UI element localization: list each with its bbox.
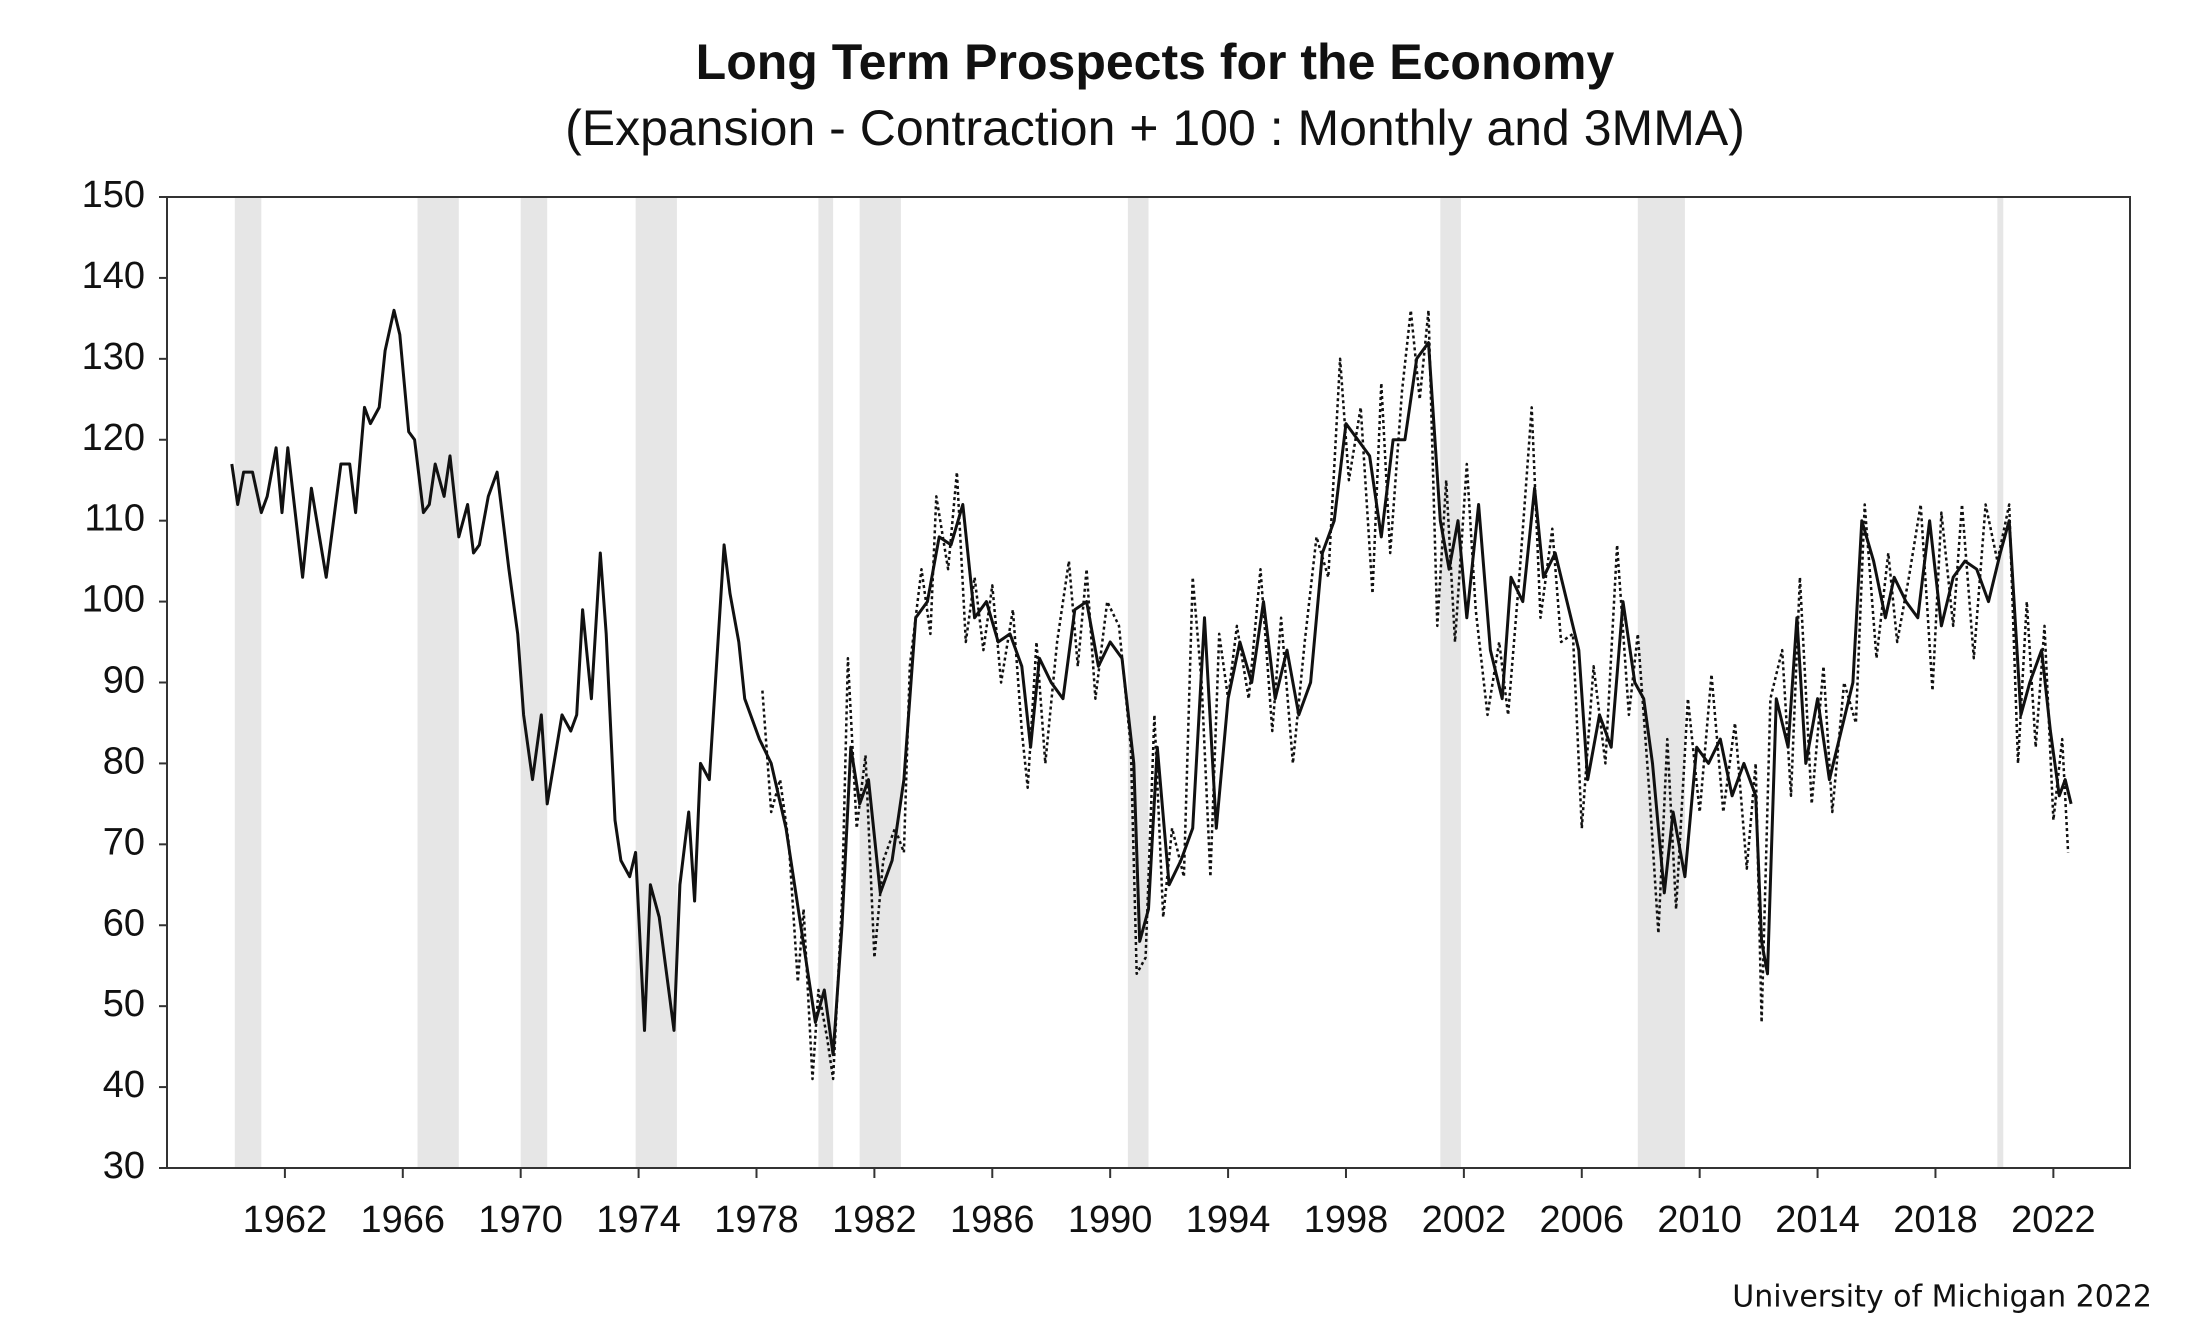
recession-band	[1127, 197, 1149, 1168]
y-tick-label: 70	[103, 821, 145, 863]
recession-band	[859, 197, 901, 1168]
x-tick-label: 1962	[243, 1199, 328, 1241]
x-tick-label: 1994	[1186, 1199, 1271, 1241]
source-note: University of Michigan 2022	[1732, 1280, 2152, 1315]
recession-band	[520, 197, 548, 1168]
recession-band	[1997, 197, 2004, 1168]
monthly-line	[761, 309, 2070, 1081]
y-tick-label: 120	[82, 417, 145, 459]
x-tick-label: 1990	[1068, 1199, 1153, 1241]
y-tick-label: 60	[103, 902, 145, 944]
y-tick-label: 30	[103, 1145, 145, 1187]
plot-layer: 30 40 50 60 70 80 90 100 110 120 130 140 150 1962 1966…	[82, 174, 2131, 1241]
y-tick-label: 110	[84, 498, 145, 540]
x-tick-label: 2018	[1893, 1199, 1978, 1241]
y-tick-label: 100	[82, 579, 145, 621]
y-tick-label: 150	[82, 174, 145, 216]
x-tick-label: 1974	[596, 1199, 681, 1241]
x-tick-label: 1978	[714, 1199, 799, 1241]
x-tick-label: 2022	[2011, 1199, 2096, 1241]
x-tick-label: 1986	[950, 1199, 1035, 1241]
recession-band	[1440, 197, 1461, 1168]
recession-band	[234, 197, 262, 1168]
y-tick-label: 90	[103, 660, 145, 702]
y-tick-label: 130	[82, 336, 145, 378]
recession-band	[818, 197, 834, 1168]
recession-band	[635, 197, 677, 1168]
plot-frame	[166, 196, 2131, 1169]
recession-band	[1637, 197, 1685, 1168]
chart-subtitle: (Expansion - Contraction + 100 : Monthly…	[565, 100, 1745, 156]
x-tick-label: 1966	[361, 1199, 446, 1241]
y-tick-label: 40	[103, 1064, 145, 1106]
x-tick-label: 1970	[478, 1199, 563, 1241]
x-tick-label: 1998	[1304, 1199, 1389, 1241]
x-tick-label: 2006	[1540, 1199, 1625, 1241]
y-tick-label: 140	[82, 255, 145, 297]
y-tick-label: 50	[103, 983, 145, 1025]
x-tick-label: 1982	[832, 1199, 917, 1241]
recession-band	[417, 197, 459, 1168]
x-tick-label: 2014	[1775, 1199, 1860, 1241]
x-tick-label: 2010	[1657, 1199, 1742, 1241]
average-line	[230, 308, 2073, 1057]
chart-title: Long Term Prospects for the Economy	[696, 34, 1615, 90]
x-tick-label: 2002	[1422, 1199, 1507, 1241]
y-tick-label: 80	[103, 740, 145, 782]
